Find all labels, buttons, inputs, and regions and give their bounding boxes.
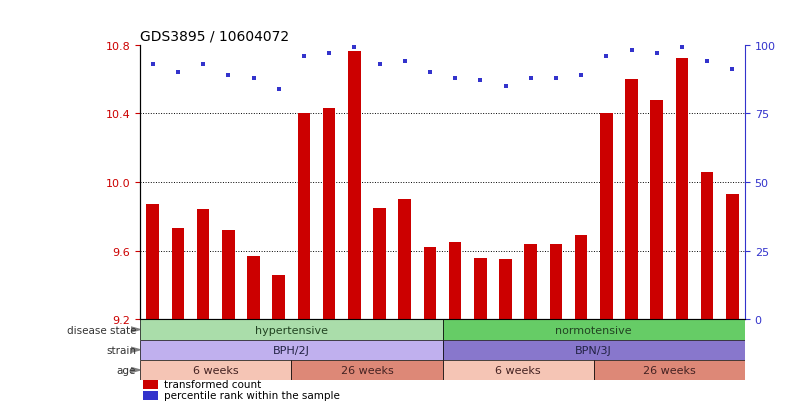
Text: strain: strain bbox=[107, 345, 136, 355]
Point bbox=[701, 59, 714, 65]
Bar bbox=[443, 360, 594, 380]
Bar bbox=[140, 320, 443, 340]
Point bbox=[449, 75, 461, 82]
Bar bbox=[171, 229, 184, 320]
Bar bbox=[292, 360, 443, 380]
Bar bbox=[298, 114, 310, 320]
Bar bbox=[272, 275, 285, 320]
Point bbox=[499, 83, 512, 90]
Bar bbox=[575, 236, 587, 320]
Text: 26 weeks: 26 weeks bbox=[340, 365, 393, 375]
Bar bbox=[474, 258, 487, 320]
Point bbox=[575, 72, 588, 79]
Point bbox=[197, 61, 210, 68]
Bar bbox=[449, 242, 461, 320]
Text: BPH/2J: BPH/2J bbox=[273, 345, 310, 355]
Point bbox=[272, 86, 285, 93]
Bar bbox=[197, 210, 210, 320]
Bar bbox=[600, 114, 613, 320]
Bar bbox=[248, 256, 260, 320]
Bar bbox=[626, 80, 638, 320]
Bar bbox=[398, 199, 411, 320]
Point bbox=[600, 53, 613, 60]
Polygon shape bbox=[131, 327, 140, 332]
Bar bbox=[443, 340, 745, 360]
Bar bbox=[726, 195, 739, 320]
Text: 26 weeks: 26 weeks bbox=[643, 365, 696, 375]
Bar bbox=[222, 230, 235, 320]
Bar bbox=[147, 205, 159, 320]
Point bbox=[726, 67, 739, 74]
Point bbox=[323, 50, 336, 57]
Text: age: age bbox=[117, 365, 136, 375]
Polygon shape bbox=[131, 347, 140, 353]
Bar bbox=[140, 340, 443, 360]
Bar bbox=[323, 109, 336, 320]
Point bbox=[549, 75, 562, 82]
Point bbox=[373, 61, 386, 68]
Bar bbox=[140, 360, 292, 380]
Point bbox=[650, 50, 663, 57]
Point bbox=[248, 75, 260, 82]
Bar bbox=[525, 244, 537, 320]
Bar bbox=[499, 260, 512, 320]
Text: GDS3895 / 10604072: GDS3895 / 10604072 bbox=[140, 29, 289, 43]
Text: normotensive: normotensive bbox=[555, 325, 632, 335]
Text: 6 weeks: 6 weeks bbox=[193, 365, 239, 375]
Polygon shape bbox=[131, 368, 140, 373]
Point bbox=[474, 78, 487, 84]
Point bbox=[348, 45, 360, 52]
Point bbox=[675, 45, 688, 52]
Text: 6 weeks: 6 weeks bbox=[495, 365, 541, 375]
Point bbox=[297, 53, 310, 60]
Point bbox=[398, 59, 411, 65]
Text: transformed count: transformed count bbox=[164, 380, 262, 389]
Bar bbox=[424, 248, 437, 320]
Point bbox=[222, 72, 235, 79]
Bar bbox=[373, 208, 386, 320]
Text: percentile rank within the sample: percentile rank within the sample bbox=[164, 391, 340, 401]
Point bbox=[625, 47, 638, 54]
Text: BPN/3J: BPN/3J bbox=[575, 345, 612, 355]
Bar bbox=[701, 172, 714, 320]
Point bbox=[147, 61, 159, 68]
Point bbox=[525, 75, 537, 82]
Bar bbox=[650, 100, 663, 320]
Point bbox=[171, 69, 184, 76]
Bar bbox=[594, 360, 745, 380]
Bar bbox=[549, 244, 562, 320]
Bar bbox=[143, 391, 159, 400]
Bar bbox=[348, 52, 360, 320]
Text: hypertensive: hypertensive bbox=[255, 325, 328, 335]
Bar bbox=[675, 59, 688, 320]
Point bbox=[424, 69, 437, 76]
Bar bbox=[443, 320, 745, 340]
Bar bbox=[143, 380, 159, 389]
Text: disease state: disease state bbox=[66, 325, 136, 335]
